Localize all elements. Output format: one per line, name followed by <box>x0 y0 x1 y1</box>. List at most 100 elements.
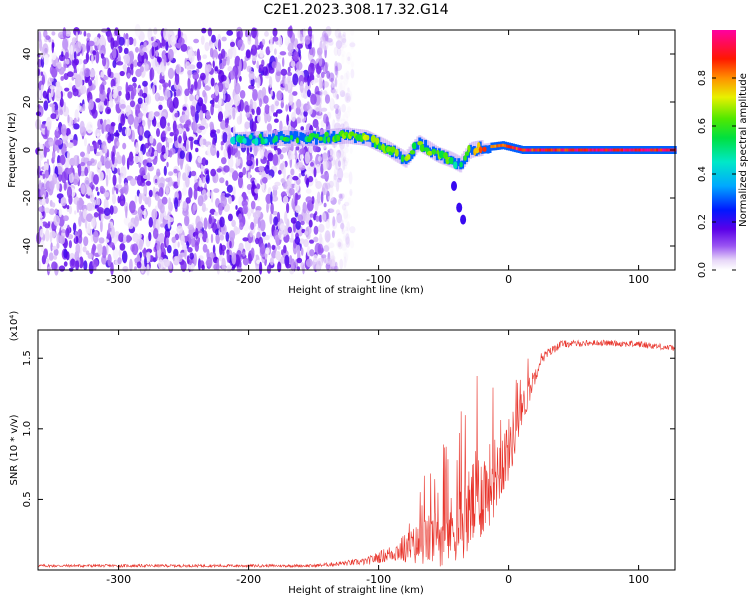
noise-blob <box>48 138 54 147</box>
noise-blob <box>348 90 353 103</box>
noise-blob <box>266 123 272 132</box>
noise-blob <box>336 238 343 249</box>
noise-blob <box>73 63 76 69</box>
noise-blob <box>112 236 118 245</box>
colorbar-tick-label: 0.8 <box>697 70 708 86</box>
noise-blob <box>336 149 342 159</box>
noise-blob <box>185 176 190 188</box>
noise-blob <box>327 242 335 249</box>
noise-blob <box>299 148 306 155</box>
noise-blob <box>182 130 187 141</box>
noise-blob <box>334 61 338 72</box>
noise-blob <box>138 112 144 118</box>
signal-core <box>494 144 497 148</box>
signal-core <box>568 148 571 152</box>
noise-blob <box>73 178 78 186</box>
noise-blob <box>270 35 273 45</box>
noise-blob <box>256 60 259 69</box>
noise-blob <box>279 120 283 133</box>
noise-blob <box>160 112 167 118</box>
noise-blob <box>129 100 136 108</box>
noise-blob <box>138 239 143 251</box>
noise-blob <box>153 79 157 86</box>
noise-blob <box>228 196 232 204</box>
noise-blob <box>286 114 290 126</box>
noise-blob <box>332 176 339 188</box>
signal-core <box>591 148 595 152</box>
noise-blob <box>110 262 114 276</box>
noise-blob <box>347 241 351 246</box>
noise-blob <box>330 197 337 205</box>
signal-core <box>587 148 591 152</box>
noise-blob <box>210 77 215 87</box>
signal-band <box>371 139 375 148</box>
noise-blob <box>287 226 293 234</box>
noise-blob <box>152 186 156 198</box>
noise-blob <box>345 51 352 65</box>
noise-blob <box>47 266 52 272</box>
noise-blob <box>156 128 160 137</box>
noise-blob <box>37 150 44 161</box>
noise-blob <box>218 53 223 61</box>
noise-blob <box>226 264 231 273</box>
noise-blob <box>219 216 225 228</box>
noise-blob <box>296 161 303 168</box>
noise-blob <box>317 257 324 267</box>
signal-core <box>502 143 505 147</box>
signal-band <box>279 131 283 140</box>
signal-blob <box>365 135 370 141</box>
noise-blob <box>68 171 74 184</box>
noise-blob <box>336 114 341 122</box>
noise-blob <box>86 186 92 196</box>
noise-blob <box>345 70 350 80</box>
signal-core <box>543 148 546 152</box>
noise-blob <box>335 66 339 78</box>
noise-blob <box>227 213 233 222</box>
noise-blob <box>184 246 187 260</box>
noise-blob <box>126 37 130 47</box>
noise-blob <box>340 154 345 166</box>
noise-blob <box>335 177 339 187</box>
noise-blob <box>165 41 169 51</box>
noise-blob <box>341 228 345 235</box>
noise-blob <box>218 70 225 83</box>
noise-blob <box>173 248 179 258</box>
noise-blob <box>47 221 51 227</box>
noise-blob <box>308 63 315 76</box>
noise-blob <box>105 124 112 133</box>
noise-blob <box>315 66 322 74</box>
noise-blob <box>320 163 324 175</box>
noise-blob <box>212 60 215 68</box>
noise-blob <box>64 51 69 60</box>
noise-blob <box>223 109 229 119</box>
noise-blob <box>86 160 93 166</box>
noise-blob <box>229 240 232 249</box>
signal-core <box>537 148 540 152</box>
noise-blob <box>224 102 231 112</box>
noise-blob <box>250 200 256 210</box>
signal-band <box>332 131 336 139</box>
noise-blob <box>208 214 212 225</box>
noise-blob <box>202 243 208 253</box>
noise-blob <box>123 53 130 65</box>
signal-blob <box>273 135 279 142</box>
signal-core <box>652 148 655 152</box>
noise-blob <box>155 49 159 57</box>
noise-blob <box>323 171 328 179</box>
noise-blob <box>333 167 339 178</box>
noise-blob <box>82 246 87 253</box>
noise-blob <box>293 51 299 62</box>
noise-blob <box>193 38 200 44</box>
noise-blob <box>251 121 257 133</box>
noise-blob <box>79 120 85 133</box>
noise-blob <box>120 166 127 179</box>
noise-blob <box>226 56 230 66</box>
noise-blob <box>141 92 148 98</box>
noise-blob <box>214 211 218 216</box>
noise-blob <box>193 203 198 211</box>
signal-core <box>656 148 659 152</box>
noise-blob <box>63 101 66 113</box>
noise-blob <box>119 70 125 77</box>
snr-frame <box>37 329 676 571</box>
noise-blob <box>99 84 104 95</box>
